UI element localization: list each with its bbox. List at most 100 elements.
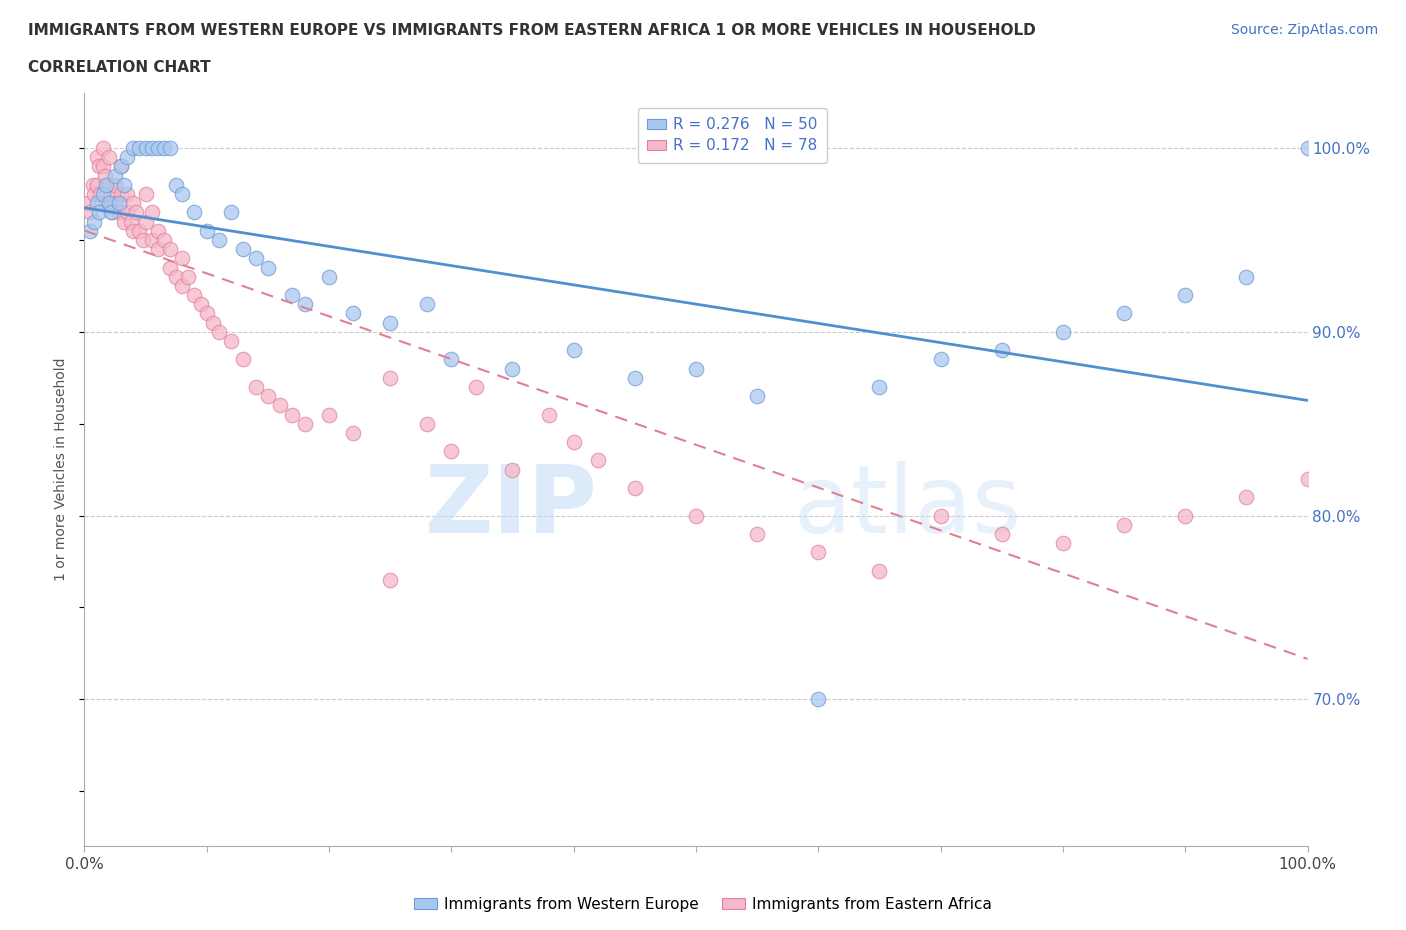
Point (159, 260, 181, 275)
Point (159, 140, 181, 155)
Point (869, 379, 891, 394)
Point (416, 297, 439, 312)
Point (101, 205, 124, 219)
Point (624, 481, 647, 496)
Point (141, 232, 163, 247)
Point (245, 251, 267, 266)
Point (128, 223, 150, 238)
Point (502, 462, 524, 477)
Point (153, 140, 176, 155)
Point (89, 187, 111, 202)
Point (104, 196, 127, 211)
Point (219, 334, 242, 349)
Point (747, 526, 769, 541)
Point (195, 306, 218, 321)
Point (77, 196, 100, 211)
Point (110, 187, 132, 202)
Point (991, 343, 1014, 358)
Point (1236, 490, 1258, 505)
Point (416, 417, 439, 432)
Point (122, 223, 145, 238)
Point (83, 214, 105, 229)
Point (342, 425, 364, 440)
Legend: R = 0.276   N = 50, R = 0.172   N = 78: R = 0.276 N = 50, R = 0.172 N = 78 (638, 108, 827, 163)
Point (318, 407, 340, 422)
Point (120, 214, 142, 229)
Point (135, 187, 157, 202)
Point (342, 306, 364, 321)
Point (94, 168, 117, 183)
Point (79, 223, 101, 238)
Point (190, 297, 212, 312)
Text: IMMIGRANTS FROM WESTERN EUROPE VS IMMIGRANTS FROM EASTERN AFRICA 1 OR MORE VEHIC: IMMIGRANTS FROM WESTERN EUROPE VS IMMIGR… (28, 23, 1036, 38)
Point (115, 205, 138, 219)
Point (97, 196, 120, 211)
Point (112, 214, 135, 229)
Point (100, 205, 122, 219)
Point (115, 187, 138, 202)
Point (125, 205, 148, 219)
Point (281, 407, 304, 422)
Point (440, 444, 463, 458)
Point (122, 196, 145, 211)
Point (208, 325, 231, 339)
Point (807, 545, 830, 560)
Point (747, 389, 769, 404)
Point (135, 140, 157, 155)
Point (1052, 536, 1074, 551)
Point (165, 178, 187, 193)
Point (104, 178, 127, 193)
Point (440, 352, 463, 366)
Point (107, 205, 129, 219)
Point (87, 205, 110, 219)
Point (91, 140, 114, 155)
Point (195, 223, 218, 238)
Point (183, 287, 205, 302)
Point (132, 232, 155, 247)
Point (1296, 472, 1319, 486)
Point (165, 270, 187, 285)
Point (135, 214, 157, 229)
Point (269, 398, 291, 413)
Point (1052, 325, 1074, 339)
Point (232, 352, 254, 366)
Point (380, 315, 402, 330)
Point (146, 140, 169, 155)
Point (1174, 508, 1197, 523)
Point (112, 178, 135, 193)
Point (87, 159, 110, 174)
Point (991, 526, 1014, 541)
Point (208, 232, 231, 247)
Legend: Immigrants from Western Europe, Immigrants from Eastern Africa: Immigrants from Western Europe, Immigran… (408, 891, 998, 918)
Point (1236, 270, 1258, 285)
Y-axis label: 1 or more Vehicles in Household: 1 or more Vehicles in Household (55, 358, 69, 581)
Point (380, 370, 402, 385)
Point (153, 232, 176, 247)
Point (245, 379, 267, 394)
Point (115, 150, 138, 165)
Point (97, 150, 120, 165)
Point (183, 205, 205, 219)
Point (318, 270, 340, 285)
Point (91, 187, 114, 202)
Point (107, 196, 129, 211)
Point (122, 140, 145, 155)
Point (159, 242, 181, 257)
Point (1114, 517, 1136, 532)
Point (104, 168, 127, 183)
Text: ZIP: ZIP (425, 461, 598, 553)
Point (562, 343, 585, 358)
Point (83, 187, 105, 202)
Point (128, 140, 150, 155)
Point (624, 370, 647, 385)
Point (100, 187, 122, 202)
Point (177, 270, 200, 285)
Point (929, 352, 952, 366)
Point (219, 205, 242, 219)
Point (97, 178, 120, 193)
Point (562, 434, 585, 449)
Text: Source: ZipAtlas.com: Source: ZipAtlas.com (1230, 23, 1378, 37)
Point (172, 251, 194, 266)
Point (257, 389, 280, 404)
Point (82, 178, 104, 193)
